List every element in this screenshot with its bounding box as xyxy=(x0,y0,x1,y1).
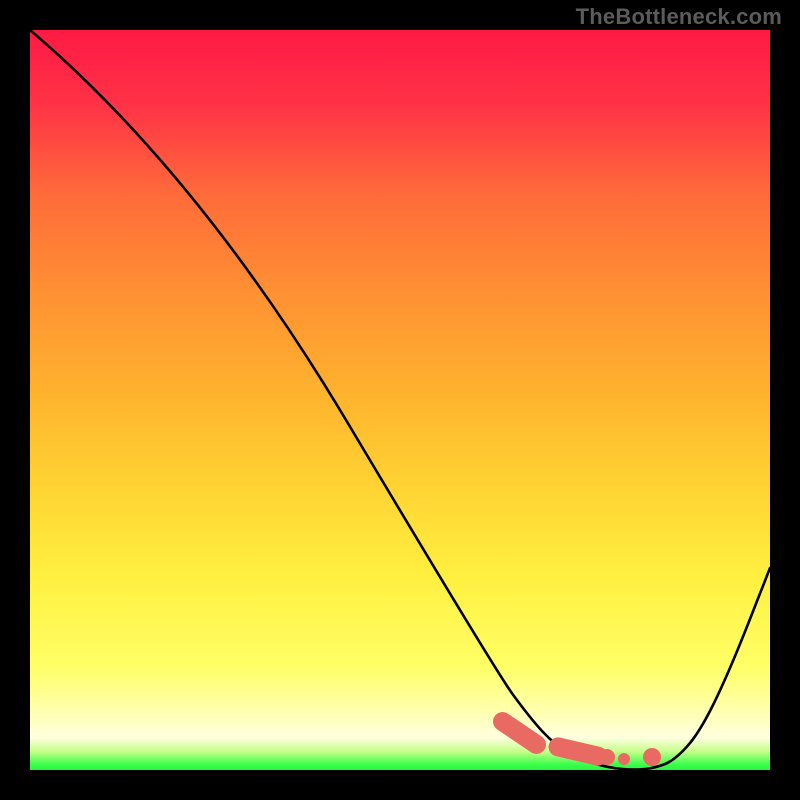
curve-marker xyxy=(618,753,630,765)
curve-marker xyxy=(643,748,661,766)
chart-canvas: TheBottleneck.com xyxy=(0,0,800,800)
bottleneck-curve xyxy=(0,0,800,800)
curve-marker xyxy=(599,749,615,765)
curve-path xyxy=(30,30,770,770)
